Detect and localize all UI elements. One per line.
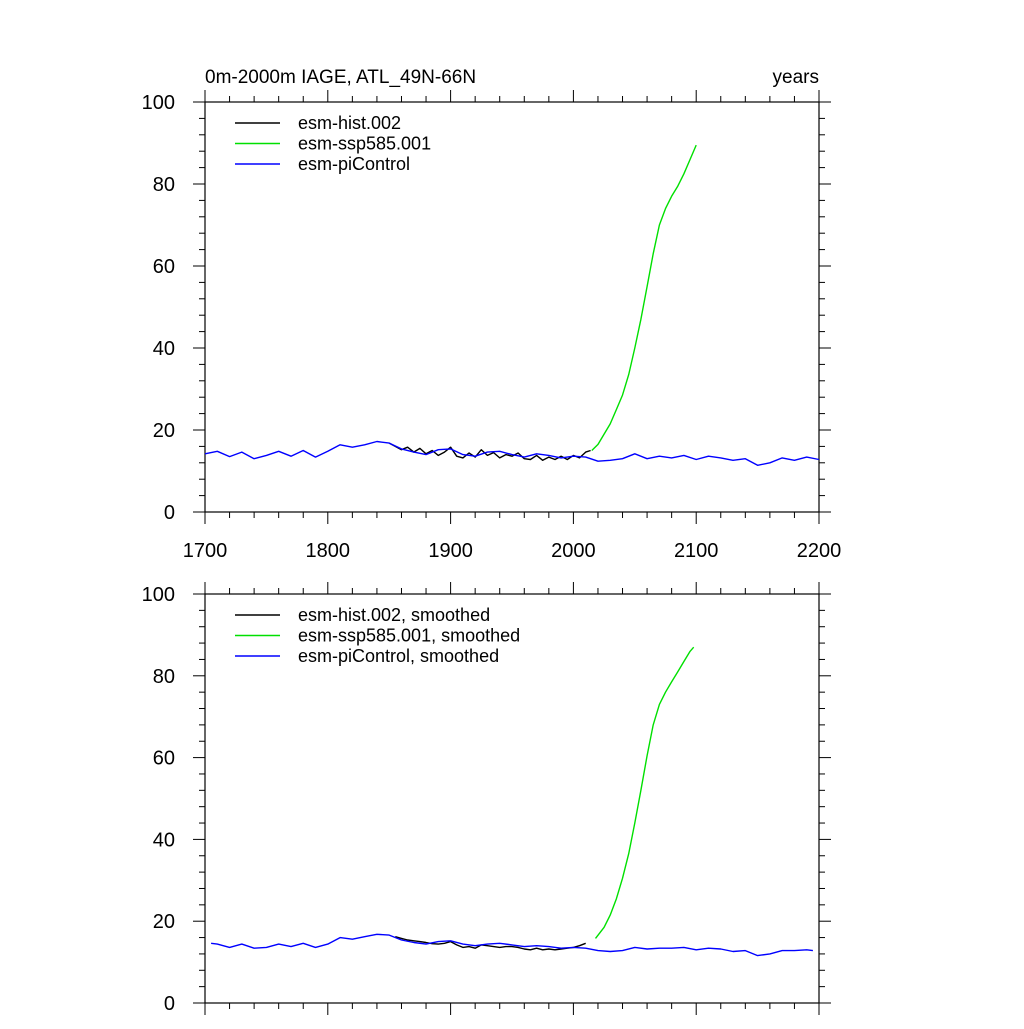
panel-1-y-tick-label: 40 bbox=[153, 338, 175, 360]
panel-1-legend-label: esm-ssp585.001 bbox=[298, 134, 431, 154]
panel-2-series-line-2 bbox=[594, 646, 695, 939]
panel-2-series-line-1 bbox=[395, 936, 586, 951]
panel-2-y-tick-label: 20 bbox=[153, 911, 175, 933]
panel-1-x-tick-label: 1800 bbox=[306, 540, 351, 562]
panel-1-y-tick-label: 0 bbox=[164, 502, 175, 524]
panel-1-series-line-3 bbox=[204, 440, 820, 466]
panel-1-y-tick-label: 60 bbox=[153, 256, 175, 278]
panel-2-y-tick-label: 80 bbox=[153, 666, 175, 688]
panel-2-legend-label: esm-ssp585.001, smoothed bbox=[298, 626, 520, 646]
panel-1-x-tick-label: 2200 bbox=[797, 540, 842, 562]
panel-2-legend-label: esm-hist.002, smoothed bbox=[298, 605, 490, 625]
panel-2-y-tick-label: 100 bbox=[142, 584, 175, 606]
panel-1-x-tick-label: 1700 bbox=[183, 540, 228, 562]
panel-2: 0 20 40 60 80 100 esm-hist.002, smoothedesm-ss… bbox=[142, 582, 831, 1015]
panel-2-y-tick-label: 40 bbox=[153, 829, 175, 851]
panel-1-title: 0m-2000m IAGE, ATL_49N-66N bbox=[205, 67, 476, 88]
panel-2-series-line-3 bbox=[211, 933, 813, 957]
panel-1-y-tick-label: 80 bbox=[153, 174, 175, 196]
panel-1-plot-frame bbox=[204, 101, 820, 513]
panel-1-x-tick-label: 2100 bbox=[674, 540, 719, 562]
panel-1-x-tick-label: 2000 bbox=[551, 540, 596, 562]
panel-1-x-tick-label: 1900 bbox=[428, 540, 473, 562]
panel-1: 0 20 40 60 80 100 1700 1800 1900 2000 2100 2200 0m-2… bbox=[142, 67, 842, 562]
panel-1-y-tick-label: 100 bbox=[142, 92, 175, 114]
panel-1-series-line-2 bbox=[591, 144, 697, 451]
panel-1-legend-label: esm-hist.002 bbox=[298, 113, 401, 133]
panel-1-y-tick-label: 20 bbox=[153, 420, 175, 442]
panel-1-legend-label: esm-piControl bbox=[298, 154, 410, 174]
panel-2-legend-label: esm-piControl, smoothed bbox=[298, 646, 499, 666]
panel-2-y-tick-label: 0 bbox=[164, 993, 175, 1015]
panel-1-units: years bbox=[773, 67, 819, 88]
panel-2-plot-frame bbox=[204, 593, 820, 1004]
panel-2-y-tick-label: 60 bbox=[153, 748, 175, 770]
